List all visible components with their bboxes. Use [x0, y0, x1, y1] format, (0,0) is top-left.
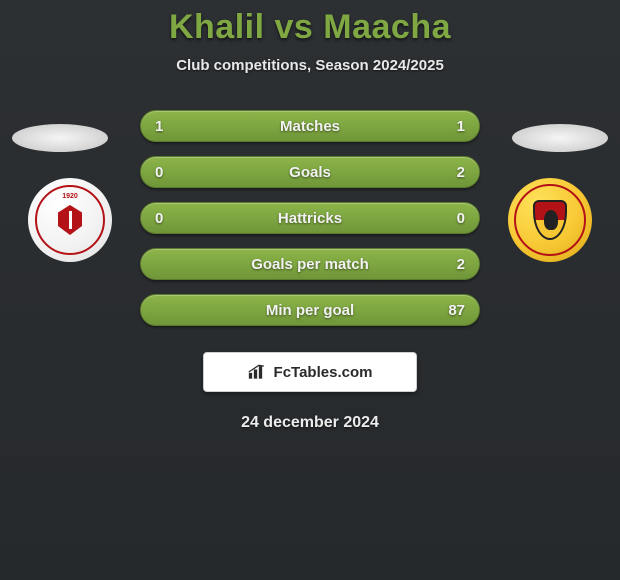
- stat-label: Goals per match: [177, 256, 443, 273]
- stat-row-goals-per-match: Goals per match 2: [140, 248, 480, 280]
- stat-label: Min per goal: [177, 302, 443, 319]
- stats-list: 1 Matches 1 0 Goals 2 0 Hattricks 0 Goal…: [140, 110, 480, 326]
- stat-left-value: 0: [155, 210, 177, 227]
- stat-row-goals: 0 Goals 2: [140, 156, 480, 188]
- club-badge-left-year: 1920: [62, 193, 78, 200]
- stat-label: Matches: [177, 118, 443, 135]
- stat-right-value: 0: [443, 210, 465, 227]
- stat-row-matches: 1 Matches 1: [140, 110, 480, 142]
- stat-right-value: 87: [443, 302, 465, 319]
- brand-link[interactable]: FcTables.com: [203, 352, 417, 392]
- stat-right-value: 2: [443, 164, 465, 181]
- page-subtitle: Club competitions, Season 2024/2025: [176, 57, 444, 74]
- page-title: Khalil vs Maacha: [169, 8, 451, 47]
- club-badge-left: 1920: [28, 178, 112, 262]
- snapshot-date: 24 december 2024: [241, 414, 379, 432]
- bars-icon: [248, 364, 268, 380]
- player-right-ellipse: [512, 124, 608, 152]
- brand-text: FcTables.com: [274, 364, 373, 381]
- stat-label: Hattricks: [177, 210, 443, 227]
- stat-row-min-per-goal: Min per goal 87: [140, 294, 480, 326]
- stat-label: Goals: [177, 164, 443, 181]
- stat-left-value: 1: [155, 118, 177, 135]
- club-badge-right: [508, 178, 592, 262]
- stat-left-value: 0: [155, 164, 177, 181]
- stat-right-value: 2: [443, 256, 465, 273]
- stat-right-value: 1: [443, 118, 465, 135]
- player-left-ellipse: [12, 124, 108, 152]
- stat-row-hattricks: 0 Hattricks 0: [140, 202, 480, 234]
